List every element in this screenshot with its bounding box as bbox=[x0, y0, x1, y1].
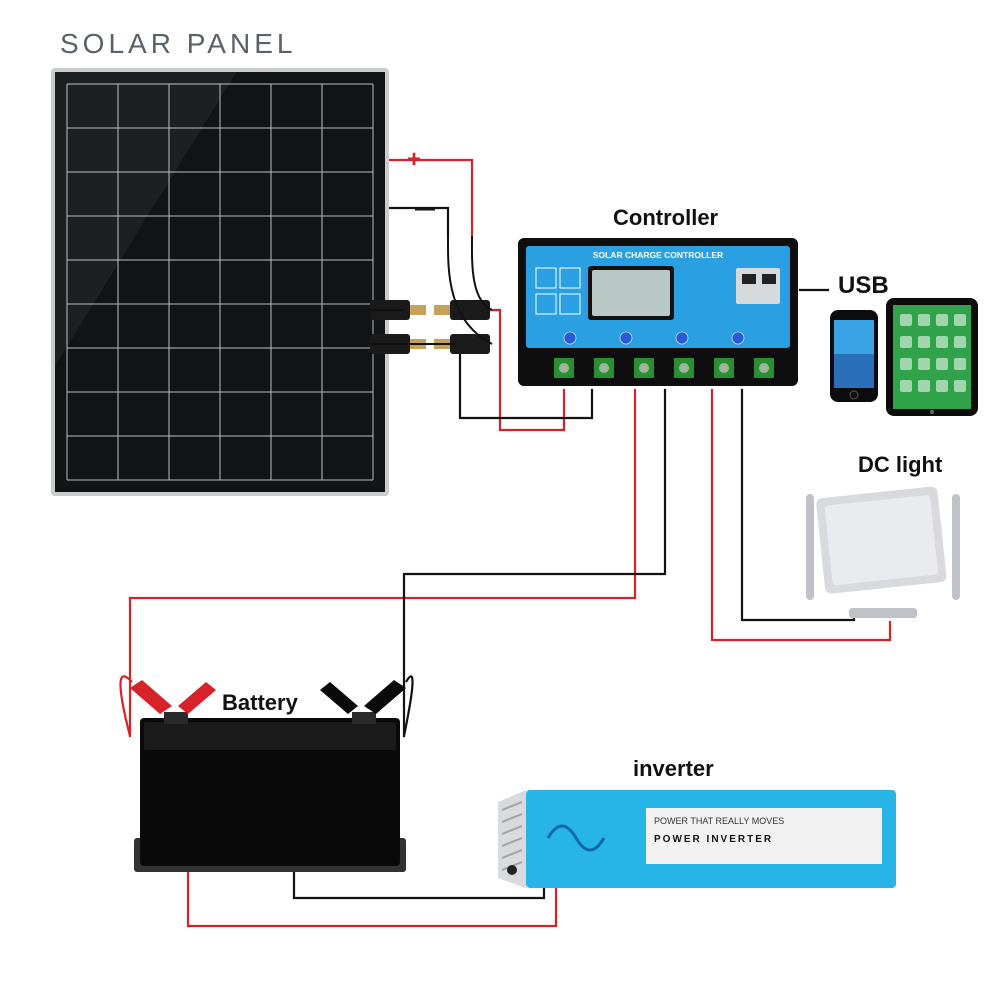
dc-floodlight bbox=[810, 486, 956, 618]
phone-device bbox=[830, 310, 878, 402]
wiring-diagram: SOLAR CHARGE CONTROLLER POWER THAT REALL… bbox=[0, 0, 1000, 1000]
charge-controller: SOLAR CHARGE CONTROLLER bbox=[518, 238, 798, 386]
usb-label: USB bbox=[838, 272, 889, 300]
controller-label: Controller bbox=[613, 205, 718, 231]
svg-text:POWER THAT REALLY MOVES: POWER THAT REALLY MOVES bbox=[654, 816, 784, 826]
minus-symbol: — bbox=[415, 198, 435, 221]
solar-panel bbox=[51, 68, 389, 496]
svg-text:POWER INVERTER: POWER INVERTER bbox=[654, 834, 773, 845]
battery-label: Battery bbox=[222, 690, 298, 716]
wiring-svg: SOLAR CHARGE CONTROLLER POWER THAT REALL… bbox=[0, 0, 1000, 1000]
svg-text:SOLAR CHARGE CONTROLLER: SOLAR CHARGE CONTROLLER bbox=[593, 250, 723, 260]
mc4-connectors bbox=[368, 236, 492, 354]
title-label: SOLAR PANEL bbox=[60, 28, 296, 60]
plus-symbol: + bbox=[407, 146, 421, 174]
inverter-label: inverter bbox=[633, 756, 714, 782]
tablet-device bbox=[886, 298, 978, 416]
inverter: POWER THAT REALLY MOVES POWER INVERTER bbox=[498, 790, 896, 888]
dclight-label: DC light bbox=[858, 452, 942, 478]
